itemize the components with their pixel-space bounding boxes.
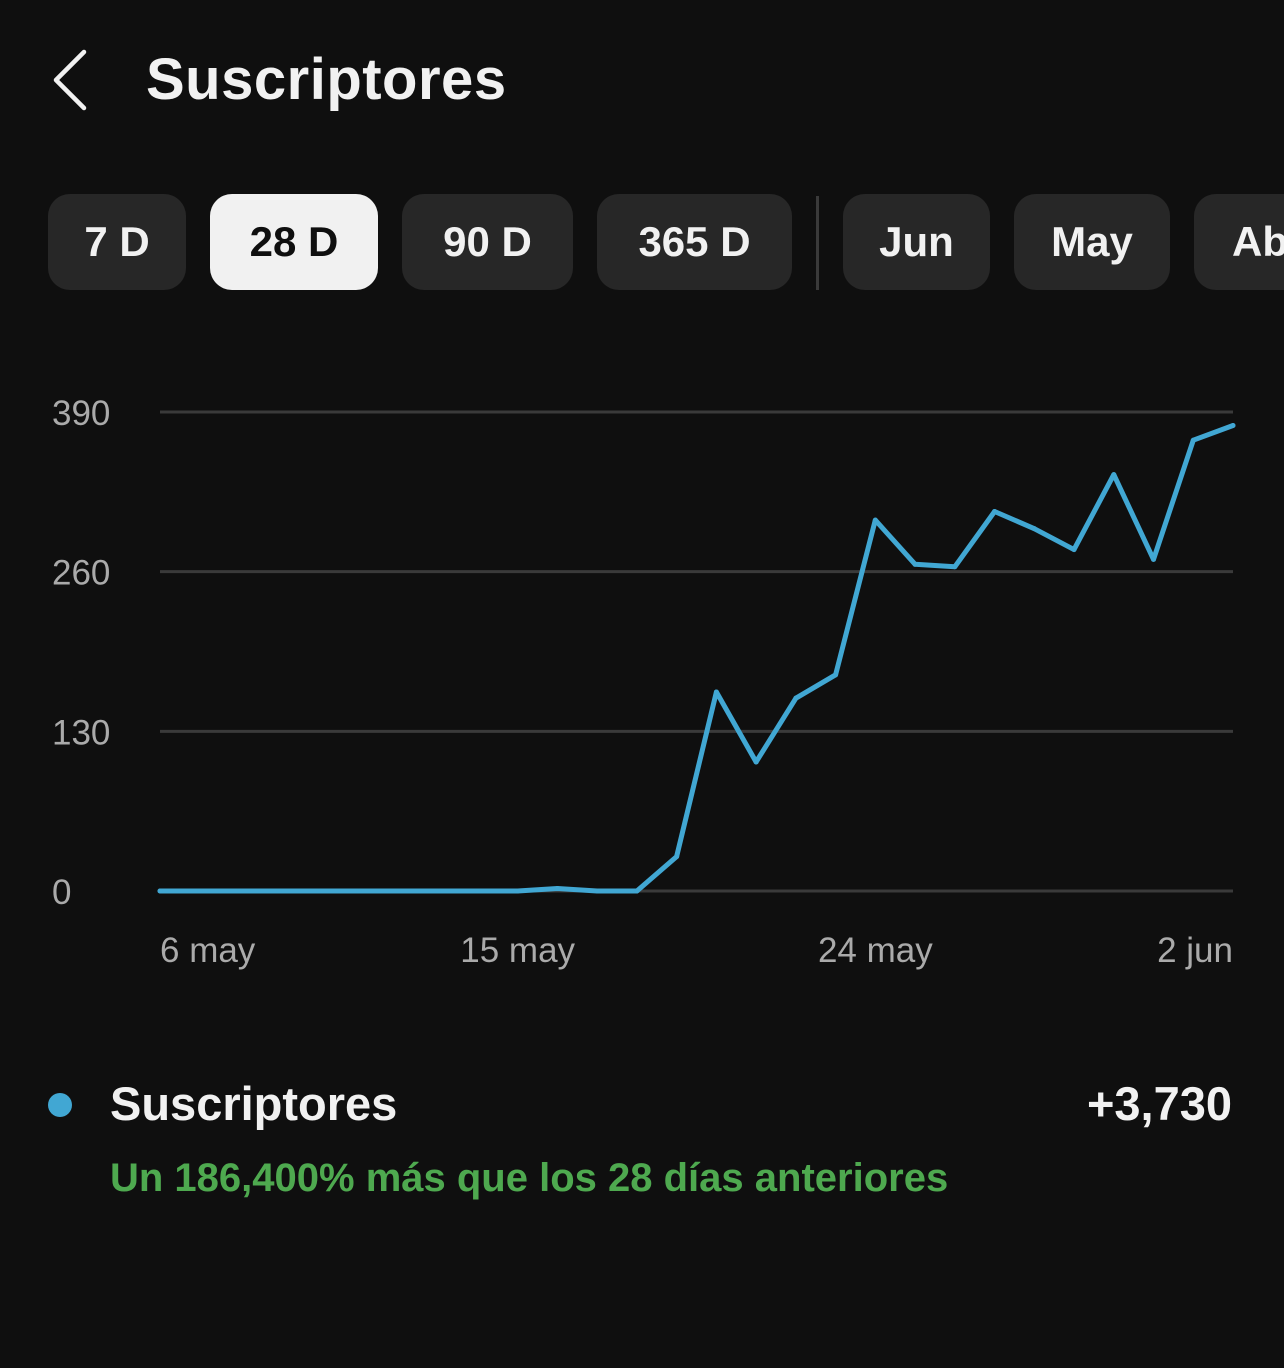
comparison-text: Un 186,400% más que los 28 días anterior…: [110, 1156, 949, 1200]
data-point: [435, 888, 441, 894]
data-point: [276, 888, 282, 894]
data-point: [475, 888, 481, 894]
chip-abr[interactable]: Ab: [1194, 194, 1284, 290]
chip-jun[interactable]: Jun: [843, 194, 990, 290]
data-point: [992, 508, 998, 514]
chip-90d[interactable]: 90 D: [402, 194, 573, 290]
data-point: [1071, 547, 1077, 553]
legend-value: +3,730: [1086, 1077, 1232, 1130]
x-tick-label: 24 may: [818, 931, 933, 970]
chart-svg: 0 130 260 390 6 may 15 may 24 may 2 jun: [52, 394, 1236, 970]
series-line-subscribers: [157, 423, 1236, 894]
data-point: [872, 517, 878, 523]
data-point: [713, 689, 719, 695]
data-point: [793, 695, 799, 701]
data-point: [952, 564, 958, 570]
data-point: [912, 561, 918, 567]
subscribers-chart: 0 130 260 390 6 may 15 may 24 may 2 jun: [0, 380, 1284, 1000]
data-point: [236, 888, 242, 894]
y-tick-label: 0: [52, 873, 71, 912]
x-tick-label: 15 may: [460, 931, 575, 970]
page-title: Suscriptores: [146, 47, 507, 112]
data-point: [753, 759, 759, 765]
period-chips: 7 D 28 D 90 D 365 D Jun May Ab: [0, 194, 1284, 290]
x-tick-label: 2 jun: [1157, 931, 1233, 970]
x-tick-label: 6 may: [160, 931, 256, 970]
data-point: [554, 886, 560, 892]
data-point: [356, 888, 362, 894]
data-point: [395, 888, 401, 894]
chip-365d[interactable]: 365 D: [597, 194, 792, 290]
chip-may[interactable]: May: [1014, 194, 1170, 290]
data-point: [594, 888, 600, 894]
chip-divider: [816, 196, 819, 290]
legend-dot: [48, 1093, 72, 1117]
chip-28d[interactable]: 28 D: [210, 194, 378, 290]
legend-label: Suscriptores: [110, 1077, 398, 1130]
data-point: [1111, 472, 1117, 478]
chevron-left-icon: [53, 49, 87, 111]
header: Suscriptores: [0, 0, 1284, 160]
data-point: [1190, 437, 1196, 443]
data-point: [316, 888, 322, 894]
data-point: [674, 854, 680, 860]
data-point: [157, 888, 163, 894]
back-button[interactable]: [40, 44, 110, 116]
y-tick-label: 130: [52, 713, 110, 752]
data-point: [1230, 423, 1236, 429]
data-point: [1151, 556, 1157, 562]
chip-7d[interactable]: 7 D: [48, 194, 186, 290]
data-point: [515, 888, 521, 894]
data-point: [1031, 526, 1037, 532]
y-tick-label: 260: [52, 554, 110, 593]
y-tick-label: 390: [52, 394, 110, 433]
data-point: [197, 888, 203, 894]
data-point: [833, 672, 839, 678]
data-point: [634, 888, 640, 894]
